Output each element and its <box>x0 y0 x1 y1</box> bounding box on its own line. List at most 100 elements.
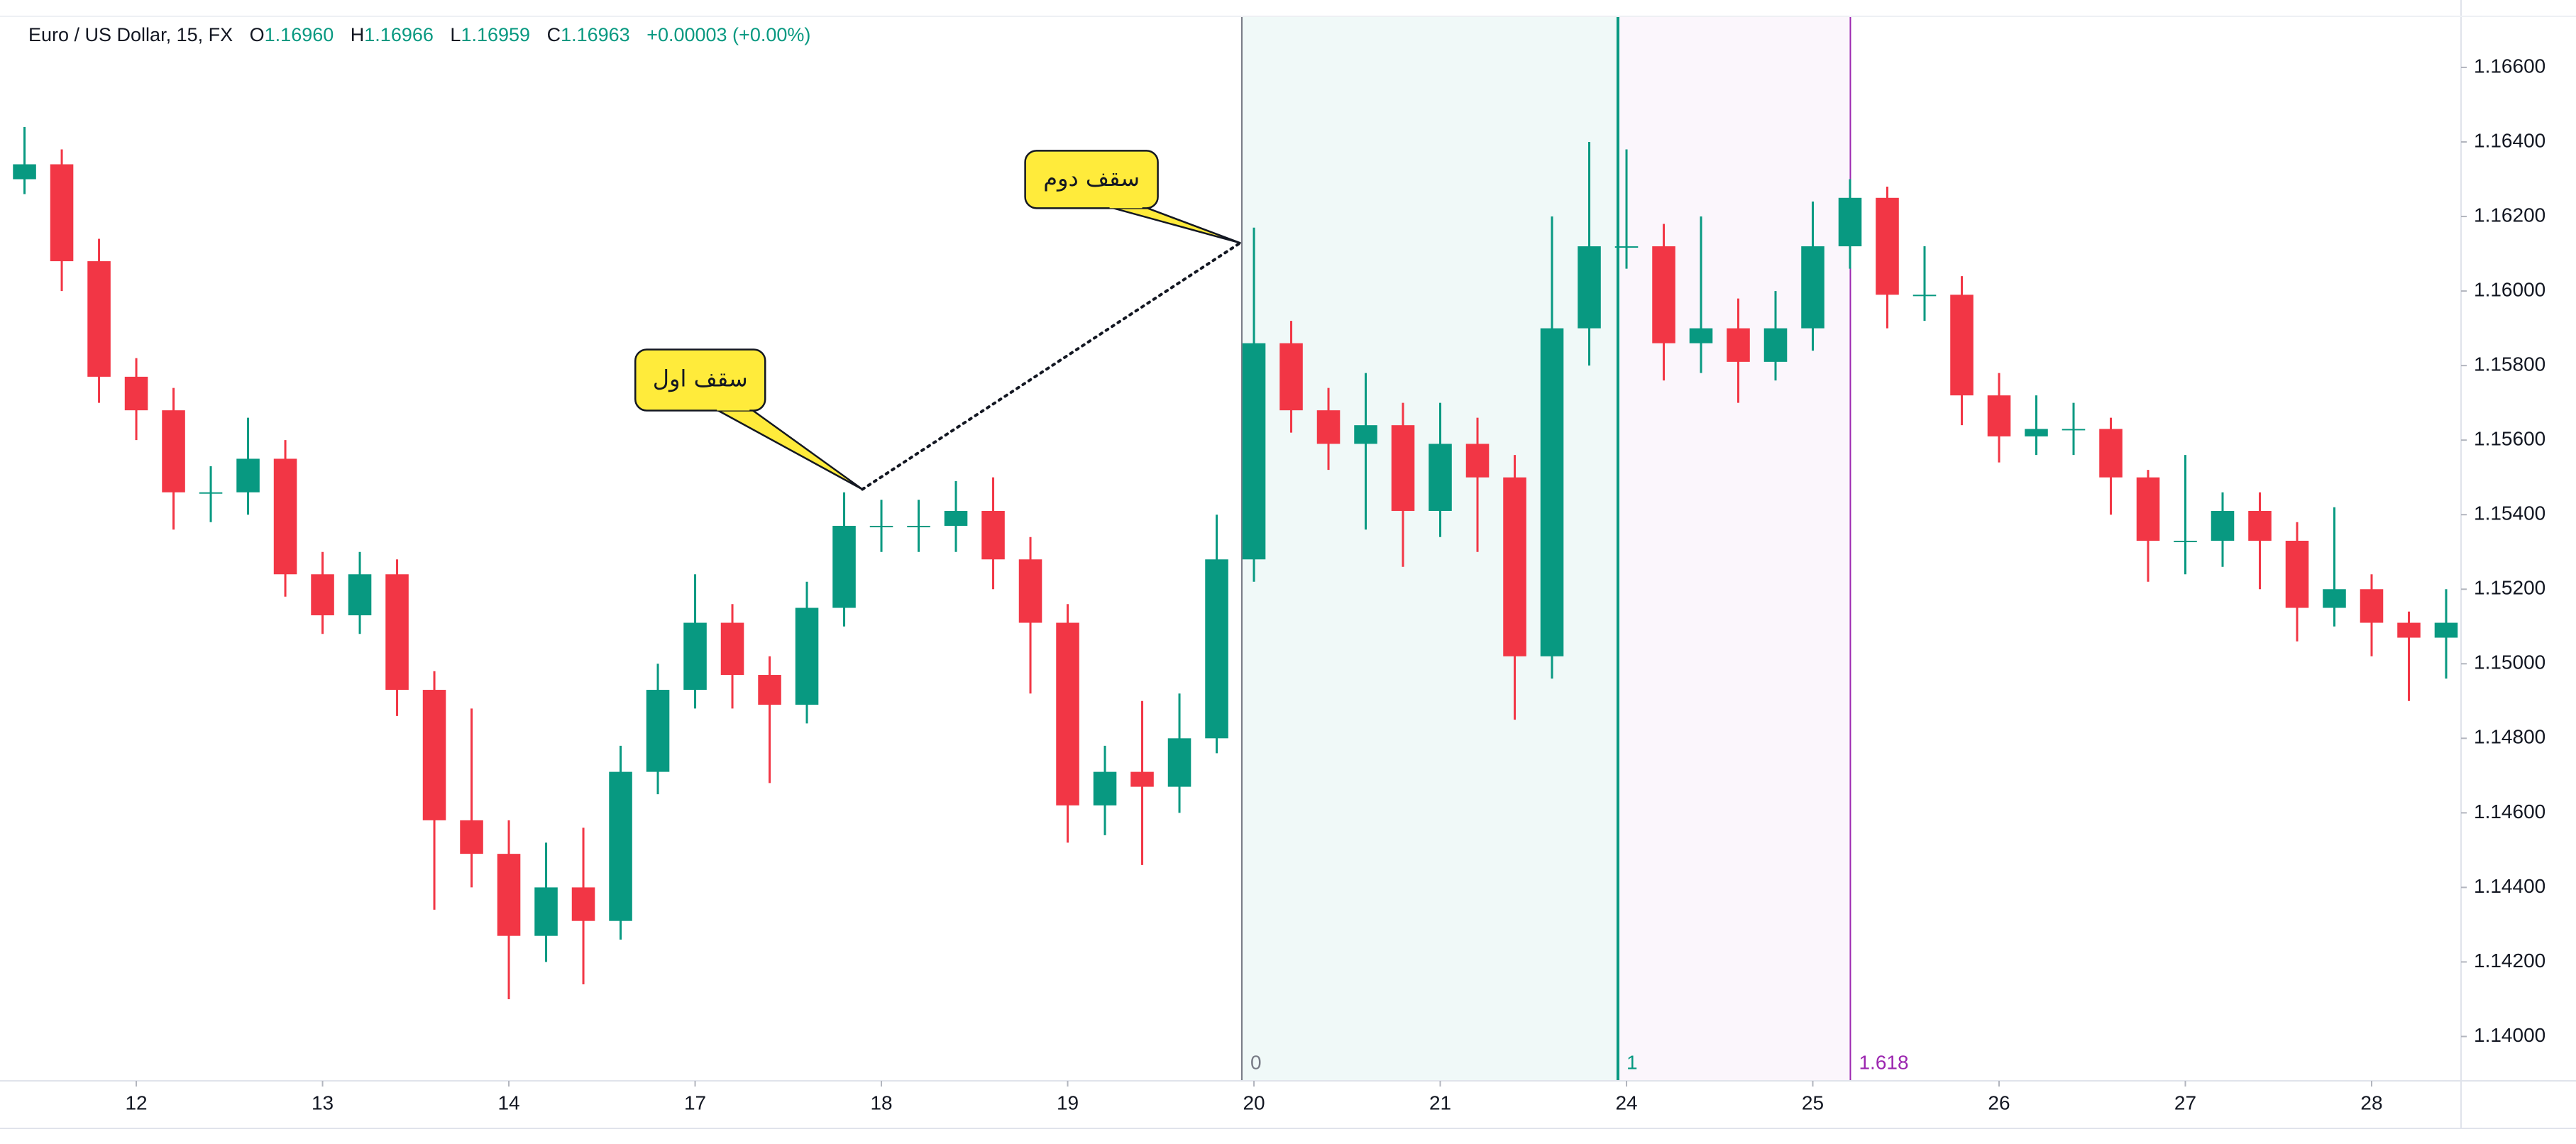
high-value: 1.16966 <box>364 24 434 45</box>
y-tick-label: 1.15800 <box>2474 353 2545 375</box>
y-tick-label: 1.16200 <box>2474 204 2545 226</box>
candle-body <box>1614 246 1639 248</box>
candle-body <box>87 261 111 377</box>
x-tick-label: 28 <box>2360 1091 2382 1113</box>
fib-zone <box>1617 16 1851 1081</box>
close-value: 1.16963 <box>561 24 630 45</box>
connector-line <box>861 241 1242 491</box>
x-tick-label: 27 <box>2174 1091 2196 1113</box>
y-tick-label: 1.15600 <box>2474 428 2545 450</box>
candle-body <box>1876 197 1899 295</box>
candle-body <box>1018 559 1042 623</box>
x-tick-label: 17 <box>684 1091 706 1113</box>
candle-body <box>1652 246 1675 343</box>
candle-body <box>311 574 334 616</box>
candle-body <box>1689 328 1713 343</box>
callout-seam <box>1109 204 1143 209</box>
symbol: Euro / US Dollar, 15, FX <box>28 24 233 45</box>
x-tick-label: 14 <box>497 1091 519 1113</box>
callout-seam <box>717 407 750 411</box>
candle-body <box>1167 738 1191 787</box>
candle-body <box>2062 429 2086 431</box>
callout-box <box>634 348 766 412</box>
candle-body <box>2285 540 2309 608</box>
candle-body <box>720 622 744 676</box>
low-label: L <box>450 24 461 45</box>
candle-body <box>869 525 893 527</box>
candle-body <box>981 510 1005 560</box>
candle-body <box>758 675 781 705</box>
candle-body <box>2174 540 2197 542</box>
candle-body <box>50 164 74 262</box>
candle-body <box>1763 328 1788 362</box>
candle-body <box>1130 771 1154 787</box>
callout-tail <box>715 408 864 490</box>
candle-body <box>2397 622 2421 638</box>
x-tick-label: 20 <box>1243 1091 1265 1113</box>
candle-body <box>385 574 409 691</box>
y-tick-label: 1.16400 <box>2474 129 2545 151</box>
candle-body <box>1578 246 1601 329</box>
fib-level-label: 1 <box>1626 1051 1638 1073</box>
candle-body <box>1279 343 1303 411</box>
candle-body <box>199 492 223 494</box>
x-tick-label: 21 <box>1429 1091 1451 1113</box>
candle-body <box>1391 425 1415 511</box>
open-value: 1.16960 <box>264 24 334 45</box>
open-label: O <box>249 24 265 45</box>
x-tick-label: 24 <box>1615 1091 1637 1113</box>
candle-body <box>422 690 446 820</box>
candle-body <box>2136 477 2160 541</box>
candle-body <box>2434 622 2458 638</box>
candle-body <box>1465 444 1490 478</box>
candle-body <box>13 164 36 180</box>
y-tick-label: 1.15400 <box>2474 502 2545 524</box>
candle-body <box>795 607 819 705</box>
x-tick-label: 26 <box>1988 1091 2010 1113</box>
callout-text: سقف دوم <box>1043 165 1140 192</box>
fib-level-label: 1.618 <box>1859 1051 1908 1073</box>
candle-body <box>832 525 856 608</box>
candle-body <box>1056 622 1079 805</box>
callout-box <box>1024 150 1159 209</box>
candle-body <box>1354 425 1377 444</box>
x-tick-label: 19 <box>1057 1091 1079 1113</box>
candle-body <box>1950 295 1974 396</box>
y-tick-label: 1.14600 <box>2474 801 2545 823</box>
candle-body <box>907 525 930 527</box>
y-tick-label: 1.14200 <box>2474 950 2545 972</box>
candle-body <box>2360 589 2384 623</box>
candle-body <box>1205 559 1228 739</box>
candle-body <box>534 887 558 936</box>
candle-body <box>124 376 148 411</box>
y-tick-label: 1.14400 <box>2474 875 2545 897</box>
candle-body <box>2211 510 2235 541</box>
fib-level-label: 0 <box>1250 1051 1262 1073</box>
candle-body <box>497 854 521 936</box>
candle-body <box>646 690 670 772</box>
candle-body <box>2025 429 2048 436</box>
y-tick-label: 1.16600 <box>2474 55 2545 77</box>
low-value: 1.16959 <box>461 24 531 45</box>
candle-body <box>1503 477 1526 656</box>
candle-body <box>348 574 372 616</box>
candle-body <box>2099 429 2123 478</box>
change-value: +0.00003 (+0.00%) <box>646 24 811 45</box>
candle-body <box>1801 246 1824 329</box>
y-tick-label: 1.14000 <box>2474 1024 2545 1046</box>
candle-body <box>1987 395 2011 436</box>
candle-body <box>1912 295 1937 297</box>
candle-body <box>162 410 185 493</box>
symbol-header: Euro / US Dollar, 15, FX O1.16960 H1.169… <box>28 24 810 46</box>
close-label: C <box>546 24 561 45</box>
high-label: H <box>350 24 365 45</box>
y-tick-label: 1.15000 <box>2474 651 2545 673</box>
y-tick-label: 1.16000 <box>2474 278 2545 300</box>
candle-body <box>609 771 632 921</box>
candle-body <box>944 510 968 526</box>
candle-body <box>1093 771 1117 805</box>
candle-body <box>571 887 595 921</box>
x-tick-label: 13 <box>312 1091 334 1113</box>
